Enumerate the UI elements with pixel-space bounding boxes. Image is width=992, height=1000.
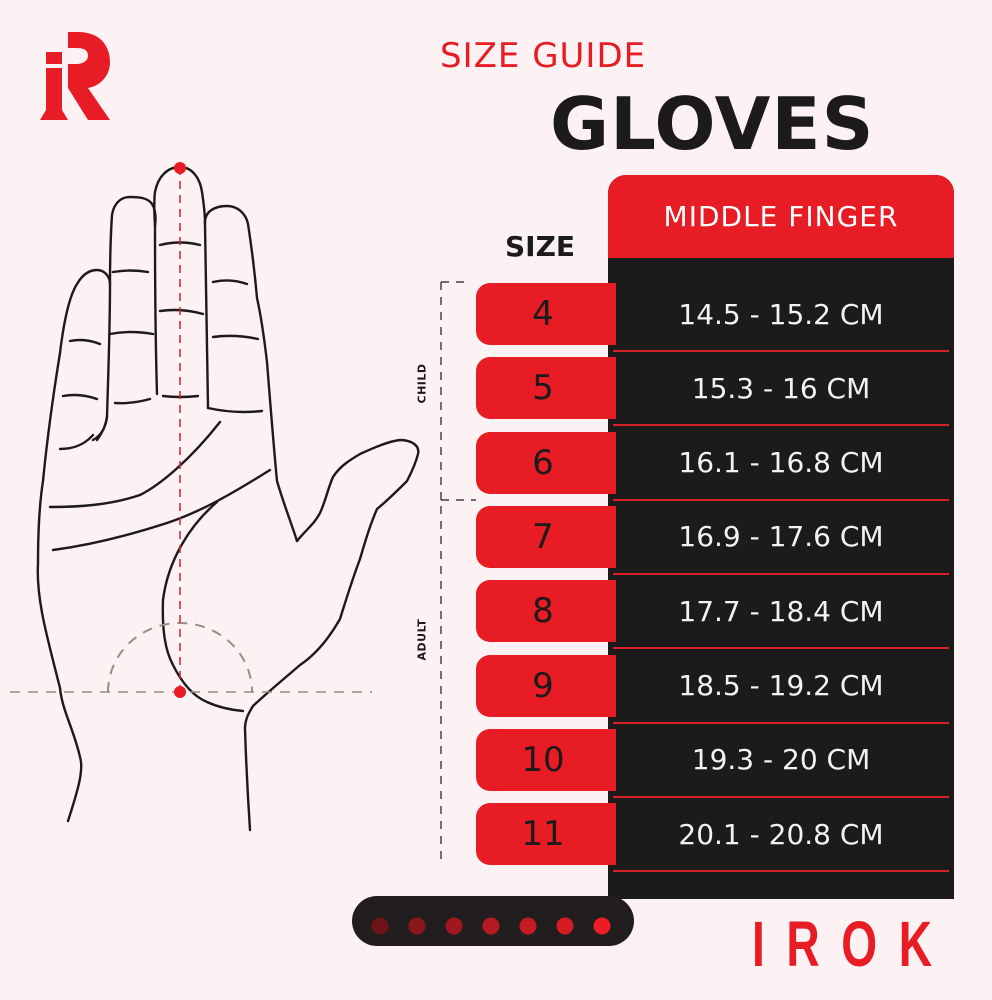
irok-brand-wordmark: IROK: [752, 908, 954, 980]
size-8-range: 17.7 - 18.4 CM: [678, 594, 884, 628]
decorative-dot: [445, 917, 463, 935]
size-11-badge: 11: [476, 803, 616, 866]
size-4-range: 14.5 - 15.2 CM: [678, 297, 884, 331]
measure-end-dot: [174, 686, 186, 698]
row-divider: [613, 647, 949, 650]
row-divider: [613, 424, 949, 427]
size-9-range: 18.5 - 19.2 CM: [678, 669, 884, 702]
size-10-badge: 10: [476, 728, 616, 791]
size-11-range: 20.1 - 20.8 CM: [678, 817, 884, 851]
row-divider: [613, 721, 949, 724]
size-6-badge: 6: [476, 431, 616, 494]
size-column-header: SIZE: [505, 230, 576, 263]
measurement-panel: MIDDLE FINGER: [608, 175, 954, 899]
size-5-badge: 5: [476, 357, 616, 420]
size-5-range: 15.3 - 16 CM: [691, 371, 871, 405]
row-divider: [613, 795, 949, 798]
group-brackets: [440, 281, 476, 862]
size-7-badge: 7: [476, 505, 616, 568]
size-8-badge: 8: [476, 580, 616, 643]
measure-start-dot: [174, 162, 186, 174]
decorative-dot: [408, 917, 426, 935]
group-label-adult: ADULT: [415, 618, 429, 661]
subtitle: SIZE GUIDE: [440, 36, 647, 76]
size-7-range: 16.9 - 17.6 CM: [678, 520, 884, 554]
group-label-child: CHILD: [415, 363, 429, 404]
size-9-badge: 9: [476, 654, 616, 717]
size-10-range: 19.3 - 20 CM: [691, 743, 871, 777]
row-divider: [613, 350, 949, 352]
row-divider: [613, 870, 949, 873]
decorative-dot: [593, 917, 611, 935]
middle-finger-header: MIDDLE FINGER: [608, 175, 954, 258]
brand-logo: [40, 32, 110, 120]
decorative-dot: [482, 917, 500, 935]
decorative-dots-bar: [352, 896, 634, 946]
decorative-dot: [556, 917, 574, 935]
size-6-range: 16.1 - 16.8 CM: [678, 446, 884, 480]
decorative-dot: [371, 917, 389, 935]
decorative-dot: [519, 917, 537, 935]
row-divider: [613, 498, 949, 501]
row-divider: [613, 572, 949, 575]
size-4-badge: 4: [476, 283, 616, 345]
page-title: GLOVES: [550, 82, 875, 166]
